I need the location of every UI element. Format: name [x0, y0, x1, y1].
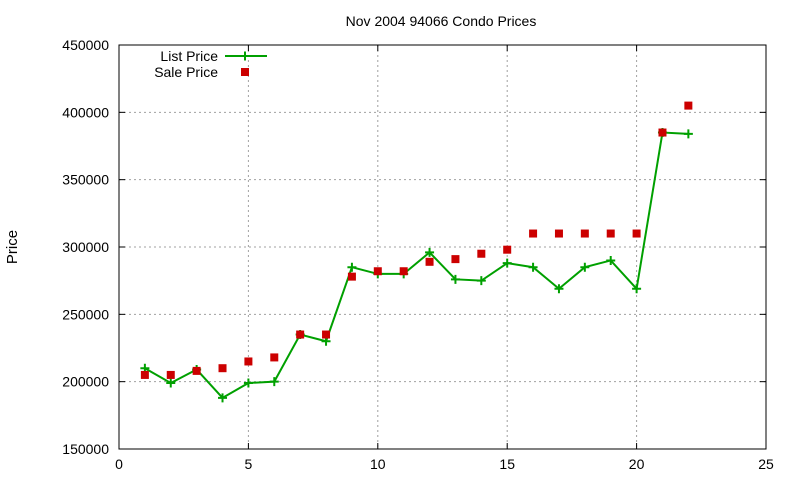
data-point — [606, 255, 616, 265]
data-point — [580, 262, 590, 272]
series-line — [144, 131, 689, 400]
data-point — [192, 366, 201, 375]
legend-label: Sale Price — [154, 64, 218, 80]
y-tick-label: 150000 — [62, 441, 109, 457]
data-point — [450, 274, 460, 284]
data-point — [373, 267, 382, 276]
plot-series — [140, 101, 693, 403]
data-point — [322, 330, 331, 339]
y-tick-label: 400000 — [62, 104, 109, 120]
data-point — [632, 229, 641, 238]
data-point — [425, 257, 434, 266]
data-point — [476, 276, 486, 286]
data-point — [632, 284, 642, 294]
axis-ticks: 0 5 10 15 20 25 150000 200000 250000 300000 350000… — [62, 37, 774, 472]
series-sale-price — [140, 101, 693, 379]
legend-marker — [240, 51, 250, 61]
data-point — [243, 378, 253, 388]
plot-frame — [118, 44, 767, 450]
chart-title: Nov 2004 94066 Condo Prices — [346, 13, 537, 29]
data-point — [580, 229, 589, 238]
data-point — [554, 284, 564, 294]
x-tick-label: 5 — [245, 456, 253, 472]
data-point — [683, 129, 693, 139]
data-point — [554, 229, 563, 238]
data-point — [166, 378, 176, 388]
data-point — [140, 370, 149, 379]
data-point — [451, 255, 460, 264]
series-list-price — [140, 128, 693, 403]
data-point — [218, 364, 227, 373]
y-axis-label: Price — [4, 230, 21, 264]
y-tick-label: 300000 — [62, 239, 109, 255]
data-point — [166, 370, 175, 379]
data-point — [502, 258, 512, 268]
y-tick-label: 350000 — [62, 172, 109, 188]
data-point — [477, 249, 486, 258]
data-point — [399, 267, 408, 276]
data-point — [218, 393, 228, 403]
data-point — [529, 229, 538, 238]
legend-marker — [241, 68, 249, 76]
grid — [119, 45, 766, 449]
y-tick-label: 450000 — [62, 37, 109, 53]
x-tick-label: 20 — [629, 456, 645, 472]
x-tick-label: 10 — [370, 456, 386, 472]
x-tick-label: 25 — [758, 456, 774, 472]
data-point — [269, 377, 279, 387]
data-point — [658, 128, 667, 137]
data-point — [296, 330, 305, 339]
y-tick-label: 250000 — [62, 306, 109, 322]
data-point — [684, 101, 693, 110]
x-tick-label: 15 — [499, 456, 515, 472]
data-point — [528, 262, 538, 272]
data-point — [244, 357, 253, 366]
legend-label: List Price — [160, 48, 218, 64]
y-tick-label: 200000 — [62, 374, 109, 390]
data-point — [347, 272, 356, 281]
x-tick-label: 0 — [115, 456, 123, 472]
data-point — [425, 247, 435, 257]
data-point — [503, 245, 512, 254]
data-point — [270, 353, 279, 362]
data-point — [347, 262, 357, 272]
data-point — [606, 229, 615, 238]
